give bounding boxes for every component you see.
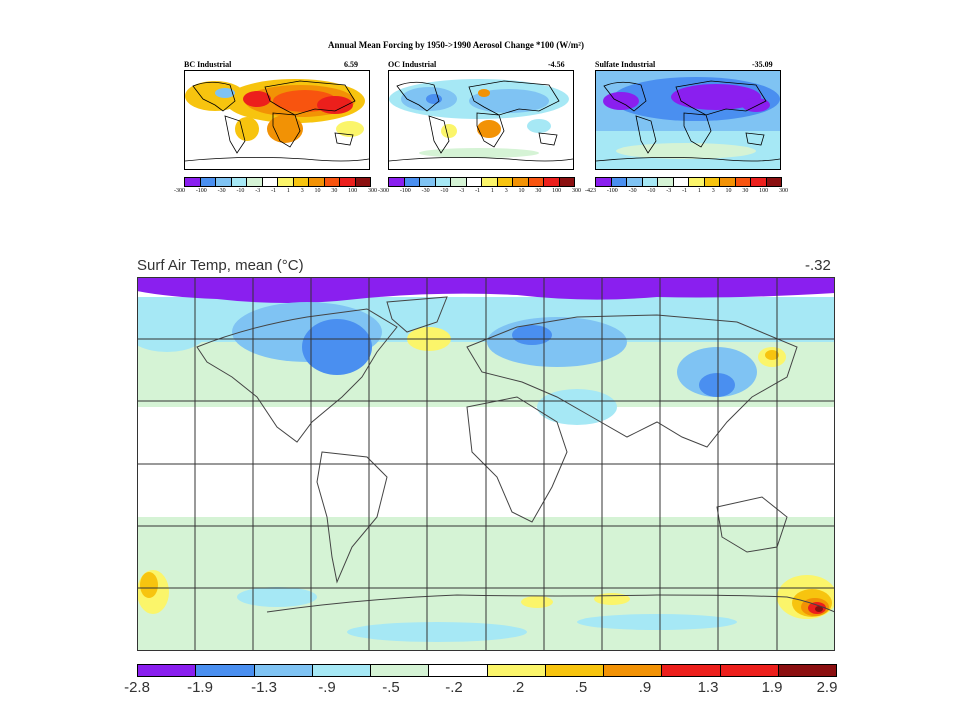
bc-forcing-map — [184, 70, 370, 170]
temperature-map-title: Surf Air Temp, mean (°C) — [137, 257, 304, 274]
sulfate-color-scale — [595, 177, 782, 187]
forcing-figure-title: Annual Mean Forcing by 1950->1990 Aeroso… — [328, 40, 584, 50]
panel-label-sulfate: Sulfate Industrial — [595, 60, 656, 69]
oc-forcing-map — [388, 70, 574, 170]
panel-value-sulfate: -35.09 — [752, 60, 773, 69]
bc-scale-ticks: -300 -100 -30 -10 -3 -1 1 3 10 30 100 300 — [174, 188, 377, 194]
panel-label-bc: BC Industrial — [184, 60, 232, 69]
panel-value-bc: 6.59 — [344, 60, 358, 69]
oc-color-scale — [388, 177, 575, 187]
sulfate-forcing-map — [595, 70, 781, 170]
oc-scale-ticks: -300 -100 -30 -10 -3 -1 1 3 10 30 100 300 — [378, 188, 581, 194]
bc-color-scale — [184, 177, 371, 187]
temperature-map — [137, 277, 835, 651]
panel-label-oc: OC Industrial — [388, 60, 437, 69]
panel-value-oc: -4.56 — [548, 60, 565, 69]
sulfate-scale-ticks: -423 -100 -30 -10 -3 -1 1 3 10 30 100 300 — [585, 188, 788, 194]
temperature-scale-ticks: -2.8 -1.9 -1.3 -.9 -.5 -.2 .2 .5 .9 1.3 … — [124, 679, 838, 696]
global-mean-value: -.32 — [805, 257, 831, 274]
temperature-color-scale — [137, 664, 837, 677]
